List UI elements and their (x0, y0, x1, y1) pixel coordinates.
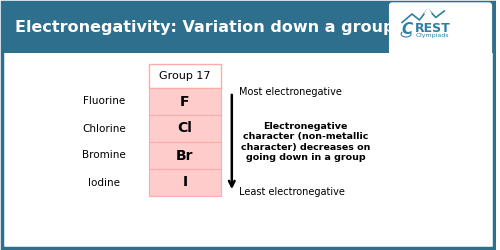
Text: Group 17: Group 17 (159, 71, 210, 81)
Text: F: F (180, 94, 190, 108)
Text: C: C (401, 22, 412, 36)
Text: Iodine: Iodine (88, 178, 120, 188)
Text: Most electronegative: Most electronegative (240, 87, 342, 97)
Text: Least electronegative: Least electronegative (240, 187, 345, 197)
Bar (149, 142, 221, 169)
Text: I: I (182, 176, 188, 190)
Bar (149, 64, 221, 88)
Text: Cl: Cl (178, 122, 192, 136)
Bar (2, 2, 494, 52)
Text: Fluorine: Fluorine (83, 96, 126, 106)
Text: Olympiads: Olympiads (416, 34, 450, 38)
Text: Chlorine: Chlorine (82, 124, 126, 134)
Bar (149, 169, 221, 196)
Text: Electronegativity: Variation down a group: Electronegativity: Variation down a grou… (15, 20, 394, 35)
Bar (149, 115, 221, 142)
FancyBboxPatch shape (390, 3, 492, 54)
Bar (149, 88, 221, 115)
Text: Br: Br (176, 148, 194, 162)
Text: REST: REST (414, 22, 450, 36)
Text: Bromine: Bromine (82, 150, 126, 160)
Text: Electronegative
character (non-metallic
character) decreases on
going down in a : Electronegative character (non-metallic … (240, 122, 370, 162)
